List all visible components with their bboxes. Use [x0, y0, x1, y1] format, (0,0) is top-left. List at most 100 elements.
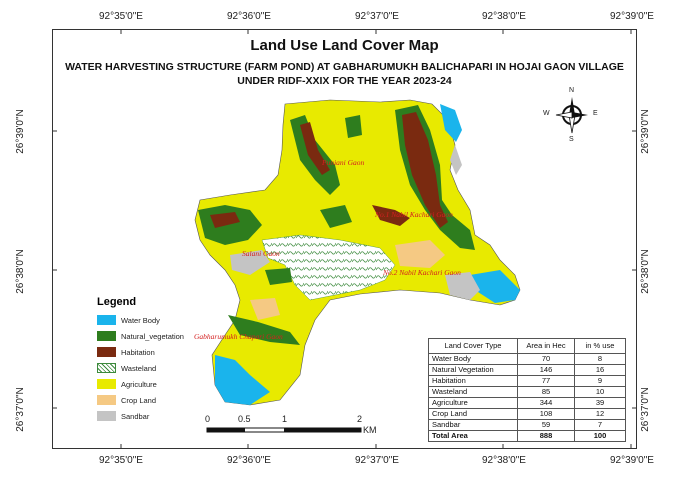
legend-item: Agriculture — [97, 376, 207, 392]
bottom-coord-label: 92°37'0"E — [355, 455, 399, 466]
table-cell: Water Body — [428, 353, 518, 365]
top-coord-label: 92°39'0"E — [610, 11, 654, 22]
table-header: in % use — [574, 338, 626, 354]
scale-tick-label: 2 — [357, 414, 363, 424]
table-cell: 108 — [517, 408, 575, 420]
table-cell: 16 — [574, 364, 626, 376]
crop-land-area — [395, 240, 445, 268]
natural-vegetation-area — [265, 268, 292, 285]
scale-bar-graphic — [206, 427, 362, 433]
legend-label: Crop Land — [121, 395, 157, 405]
south-label: S — [569, 136, 574, 143]
place-label: Salani Gaon — [242, 249, 280, 258]
table-cell: 12 — [574, 408, 626, 420]
north-label: N — [569, 87, 575, 94]
water-body-area — [470, 270, 520, 303]
map-subtitle-line2: UNDER RIDF-XXIX FOR THE YEAR 2023-24 — [237, 75, 452, 87]
crop-land-area — [250, 298, 280, 320]
wasteland-area — [261, 234, 396, 301]
legend-label: Wasteland — [121, 363, 157, 373]
habitation-area — [402, 112, 448, 228]
table-row: Agriculture 344 39 — [428, 397, 626, 409]
table-cell: Agriculture — [428, 397, 518, 409]
table-cell: Natural Vegetation — [428, 364, 518, 376]
bottom-coord-label: 92°38'0"E — [482, 455, 526, 466]
habitation-area — [210, 212, 240, 228]
legend-label: Habitation — [121, 347, 155, 357]
sandbar-area — [445, 272, 480, 300]
bottom-coord-label: 92°35'0"E — [99, 455, 143, 466]
table-row: Natural Vegetation 146 16 — [428, 364, 626, 376]
table-row: Wasteland 85 10 — [428, 386, 626, 398]
table-cell: 9 — [574, 375, 626, 387]
legend-item: Water Body — [97, 312, 207, 328]
place-label: No.2 Nabil Kachari Gaon — [383, 268, 461, 277]
water-body-swatch — [97, 315, 116, 325]
table-cell: Total Area — [428, 430, 518, 442]
legend-item: Crop Land — [97, 392, 207, 408]
table-cell: 8 — [574, 353, 626, 365]
legend-label: Sandbar — [121, 411, 150, 421]
table-cell: 344 — [517, 397, 575, 409]
east-label: E — [593, 110, 598, 117]
place-label: No.1 Nabil Kachari Gaon — [375, 210, 453, 219]
legend-item: Natural_vegetation — [97, 328, 207, 344]
sandbar-area — [230, 250, 270, 275]
table-cell: 888 — [517, 430, 575, 442]
legend-item: Sandbar — [97, 408, 207, 424]
bottom-coord-label: 92°36'0"E — [227, 455, 271, 466]
habitation-swatch — [97, 347, 116, 357]
map-subtitle-line1: WATER HARVESTING STRUCTURE (FARM POND) A… — [65, 61, 624, 73]
legend-item: Habitation — [97, 344, 207, 360]
table-cell: 146 — [517, 364, 575, 376]
table-cell: 85 — [517, 386, 575, 398]
legend-label: Water Body — [121, 315, 160, 325]
legend-title: Legend — [97, 296, 137, 308]
natural-vegetation-swatch — [97, 331, 116, 341]
table-cell: 70 — [517, 353, 575, 365]
table-cell: 77 — [517, 375, 575, 387]
north-arrow: N S W E — [543, 87, 598, 145]
crop-land-swatch — [97, 395, 116, 405]
table-row: Water Body 70 8 — [428, 353, 626, 365]
table-row: Sandbar 59 7 — [428, 419, 626, 431]
table-cell: 59 — [517, 419, 575, 431]
table-cell: 39 — [574, 397, 626, 409]
scale-bar: 0 0.5 1 2 KM — [205, 414, 385, 439]
west-label: W — [543, 110, 550, 117]
top-coord-label: 92°37'0"E — [355, 11, 399, 22]
water-body-area — [215, 355, 270, 405]
habitation-area — [300, 122, 330, 175]
place-label: Puniani Gaon — [322, 158, 365, 167]
table-cell: Crop Land — [428, 408, 518, 420]
map-title: Land Use Land Cover Map — [250, 37, 439, 54]
wasteland-swatch — [97, 363, 116, 373]
legend-item: Wasteland — [97, 360, 207, 376]
legend: Legend Water Body Natural_vegetation Hab… — [97, 296, 207, 424]
table-cell: 7 — [574, 419, 626, 431]
scale-tick-label: 0 — [205, 414, 211, 424]
table-cell: Wasteland — [428, 386, 518, 398]
scale-unit-label: KM — [363, 425, 377, 435]
natural-vegetation-area — [228, 315, 300, 345]
land-cover-table: Land Cover Type Area in Hec in % use Wat… — [428, 338, 626, 442]
table-cell: Sandbar — [428, 419, 518, 431]
table-header: Area in Hec — [517, 338, 575, 354]
bottom-coord-label: 92°39'0"E — [610, 455, 654, 466]
table-header: Land Cover Type — [428, 338, 518, 354]
legend-label: Natural_vegetation — [121, 331, 184, 341]
table-header-row: Land Cover Type Area in Hec in % use — [428, 338, 626, 354]
top-coord-label: 92°36'0"E — [227, 11, 271, 22]
table-total-row: Total Area 888 100 — [428, 430, 626, 442]
legend-label: Agriculture — [121, 379, 157, 389]
compass-icon — [555, 97, 588, 134]
natural-vegetation-area — [345, 115, 362, 138]
table-cell: 10 — [574, 386, 626, 398]
place-label: Gabharumukh Chapari Gaon — [194, 332, 283, 341]
habitation-area — [372, 205, 410, 226]
sandbar-area — [450, 145, 462, 175]
scale-tick-label: 0.5 — [238, 414, 251, 424]
table-cell: Habitation — [428, 375, 518, 387]
table-row: Crop Land 108 12 — [428, 408, 626, 420]
